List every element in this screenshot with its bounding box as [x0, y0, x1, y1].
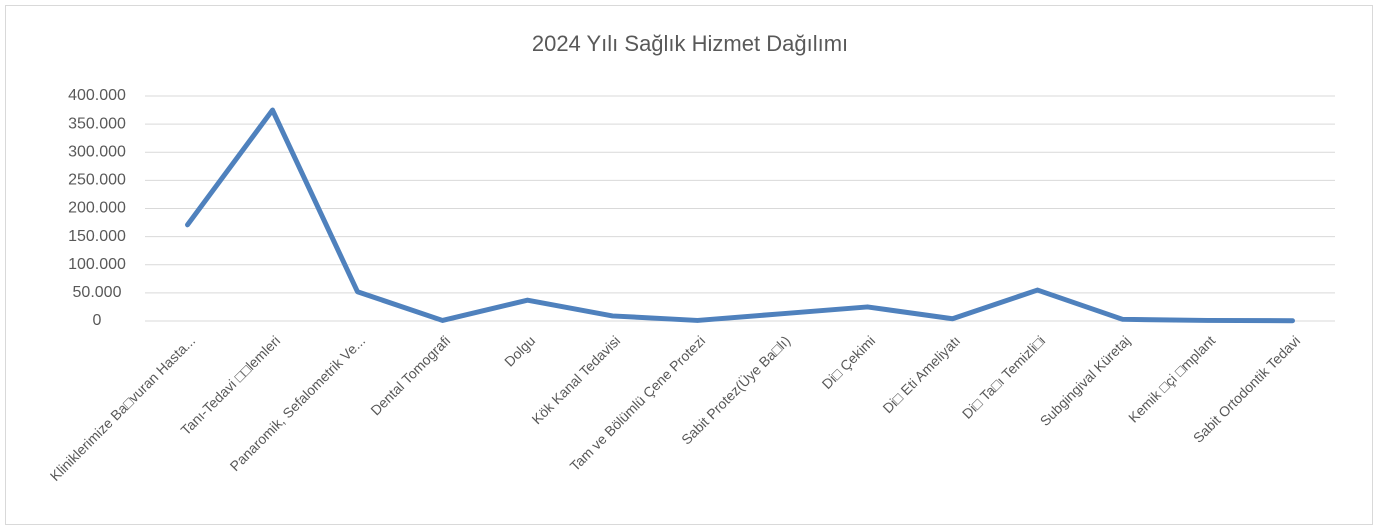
y-tick-label: 350.000 — [68, 115, 126, 132]
y-tick-label: 0 — [93, 312, 102, 329]
y-tick-label: 50.000 — [73, 284, 122, 301]
y-tick-label: 100.000 — [68, 256, 126, 273]
y-tick-label: 150.000 — [68, 228, 126, 245]
y-tick-label: 300.000 — [68, 143, 126, 160]
chart-title: 2024 Yılı Sağlık Hizmet Dağılımı — [532, 31, 848, 56]
y-tick-label: 250.000 — [68, 172, 126, 189]
y-tick-label: 200.000 — [68, 200, 126, 217]
y-tick-label: 400.000 — [68, 87, 126, 104]
line-series — [185, 107, 1295, 324]
